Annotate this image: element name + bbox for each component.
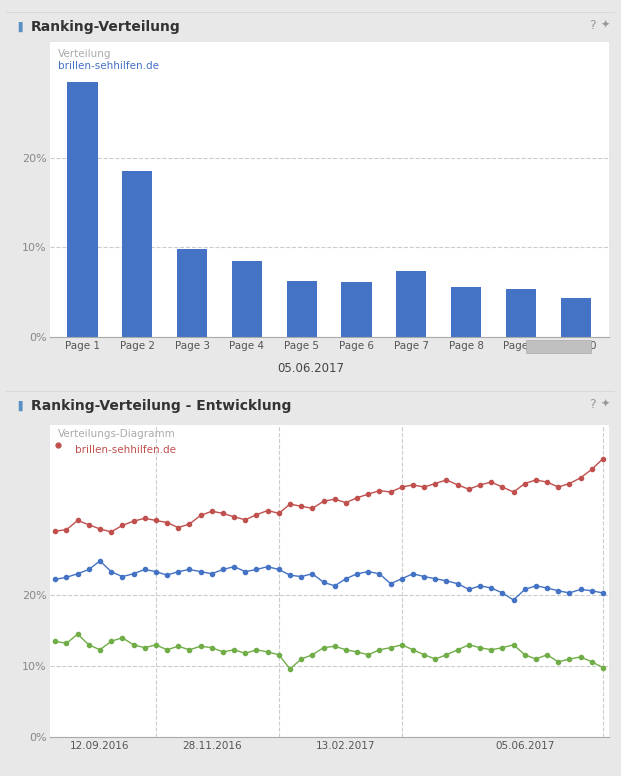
Text: Ranking-Verteilung - Entwicklung: Ranking-Verteilung - Entwicklung bbox=[30, 399, 291, 414]
Bar bbox=[68, 81, 97, 337]
Text: brillen-sehhilfen.de: brillen-sehhilfen.de bbox=[58, 61, 159, 71]
Text: ?: ? bbox=[589, 397, 596, 411]
Bar bbox=[451, 287, 481, 337]
Bar bbox=[232, 261, 262, 337]
Text: 05.06.2017: 05.06.2017 bbox=[277, 362, 344, 375]
Bar bbox=[287, 281, 317, 337]
Text: ?: ? bbox=[589, 19, 596, 32]
Text: Verteilung: Verteilung bbox=[58, 49, 112, 59]
Text: brillen-sehhilfen.de: brillen-sehhilfen.de bbox=[75, 445, 176, 455]
Text: ✦: ✦ bbox=[601, 399, 610, 409]
Text: ▐: ▐ bbox=[14, 23, 22, 33]
Bar bbox=[177, 249, 207, 337]
Text: Ranking-Verteilung: Ranking-Verteilung bbox=[30, 20, 180, 34]
Text: ▐: ▐ bbox=[14, 401, 22, 411]
Bar bbox=[342, 282, 371, 337]
Text: ✦: ✦ bbox=[601, 20, 610, 30]
Text: Verteilungs-Diagramm: Verteilungs-Diagramm bbox=[58, 429, 176, 439]
Bar bbox=[506, 289, 536, 337]
Bar bbox=[396, 272, 427, 337]
Bar bbox=[122, 171, 152, 337]
FancyBboxPatch shape bbox=[527, 340, 591, 353]
Bar bbox=[561, 298, 591, 337]
